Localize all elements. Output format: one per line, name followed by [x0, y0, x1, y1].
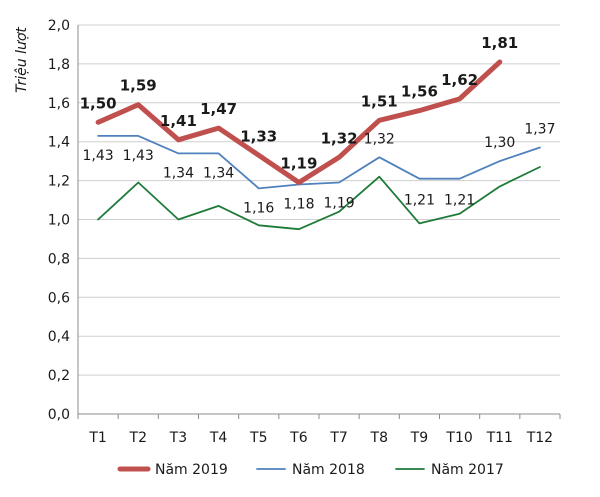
x-tick-label: T11: [486, 430, 513, 446]
data-label-2018: 1,30: [484, 135, 515, 151]
data-label-2018: 1,21: [404, 193, 435, 209]
x-tick-label: T8: [370, 430, 388, 446]
data-label-2019: 1,32: [321, 129, 358, 147]
data-label-2018: 1,18: [283, 196, 314, 212]
data-label-2018: 1,21: [444, 193, 475, 209]
y-tick-label: 2,0: [48, 18, 70, 34]
x-tick-label: T2: [129, 430, 147, 446]
x-tick-label: T1: [88, 430, 106, 446]
y-tick-label: 0,4: [48, 329, 70, 345]
x-tick-label: T4: [209, 430, 228, 446]
data-label-2018: 1,19: [323, 196, 354, 212]
x-tick-label: T7: [329, 430, 347, 446]
data-label-2018: 1,37: [524, 122, 555, 138]
data-label-2019: 1,56: [401, 83, 438, 101]
y-tick-label: 1,2: [48, 174, 70, 190]
legend-label: Năm 2018: [292, 462, 365, 478]
axes: 0,0 0,2 0,4 0,6 0,8 1,0 1,2 1,4 1,6 1,8 2,0 T1 T2 T3 T…: [48, 18, 561, 446]
x-tick-label: T3: [169, 430, 187, 446]
x-tick-label: T9: [410, 430, 428, 446]
legend-label: Năm 2019: [155, 462, 228, 478]
y-tick-label: 1,6: [48, 96, 70, 112]
data-label-2018: 1,34: [203, 165, 234, 181]
data-label-2019: 1,33: [240, 127, 277, 145]
data-labels: 1,501,591,411,471,331,191,321,511,561,62…: [80, 34, 556, 216]
y-tick-label: 0,8: [48, 251, 70, 267]
x-tick-label: T12: [526, 430, 553, 446]
legend: Năm 2019 Năm 2018 Năm 2017: [117, 462, 504, 478]
data-label-2019: 1,62: [441, 71, 478, 89]
data-label-2018: 1,43: [82, 148, 113, 164]
y-tick-label: 1,8: [48, 57, 70, 73]
y-tick-label: 1,0: [48, 213, 70, 229]
y-axis-label: Triệu lượt: [14, 27, 30, 93]
legend-label: Năm 2017: [431, 462, 504, 478]
data-label-2018: 1,43: [123, 148, 154, 164]
y-tick-label: 0,6: [48, 290, 70, 306]
data-label-2018: 1,32: [364, 131, 395, 147]
data-label-2019: 1,41: [160, 112, 197, 130]
data-label-2019: 1,81: [481, 34, 518, 52]
data-label-2018: 1,34: [163, 165, 194, 181]
x-tick-label: T10: [445, 430, 472, 446]
series-line-năm-2017: [97, 166, 541, 231]
data-label-2018: 1,16: [243, 200, 274, 216]
data-label-2019: 1,19: [280, 155, 317, 173]
series-lines: [95, 59, 541, 231]
data-label-2019: 1,59: [120, 77, 157, 95]
x-tick-label: T5: [249, 430, 267, 446]
y-tick-label: 0,0: [48, 407, 70, 423]
y-tick-label: 0,2: [48, 368, 70, 384]
data-label-2019: 1,50: [80, 94, 117, 112]
series-line-năm-2018: [97, 134, 541, 190]
y-tick-label: 1,4: [48, 135, 70, 151]
x-tick-label: T6: [289, 430, 308, 446]
data-label-2019: 1,51: [361, 92, 398, 110]
data-label-2019: 1,47: [200, 100, 237, 118]
series-line-năm-2019: [95, 59, 503, 185]
